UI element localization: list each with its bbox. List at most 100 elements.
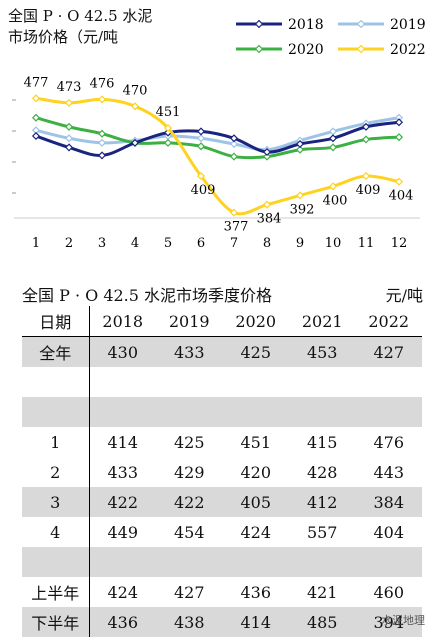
data-label: 409 bbox=[191, 183, 216, 198]
table-cell: 424 bbox=[222, 517, 288, 547]
data-point-2020 bbox=[396, 134, 402, 140]
data-point-2019 bbox=[66, 135, 72, 141]
data-point-2022 bbox=[363, 173, 369, 179]
data-point-2019 bbox=[330, 128, 336, 134]
x-tick-label: 1 bbox=[32, 236, 40, 251]
table-cell: 460 bbox=[355, 577, 422, 607]
data-label: 384 bbox=[257, 212, 282, 227]
table-cell: 425 bbox=[156, 427, 222, 457]
table-cell bbox=[156, 547, 222, 577]
data-point-2020 bbox=[330, 144, 336, 150]
header-year: 2018 bbox=[89, 306, 156, 337]
data-label: 409 bbox=[356, 183, 381, 198]
table-title: 全国 P · O 42.5 水泥市场季度价格 bbox=[22, 282, 272, 306]
header-year: 2019 bbox=[156, 306, 222, 337]
data-label: 470 bbox=[123, 83, 148, 98]
x-tick-label: 11 bbox=[358, 236, 375, 251]
header-date: 日期 bbox=[22, 306, 89, 337]
data-point-2022 bbox=[66, 100, 72, 106]
header-year: 2020 bbox=[222, 306, 288, 337]
data-point-2020 bbox=[66, 124, 72, 130]
row-label: 2 bbox=[22, 457, 89, 487]
row-label: 下半年 bbox=[22, 607, 89, 637]
table-header-row: 日期 2018 2019 2020 2021 2022 bbox=[22, 306, 422, 337]
legend-label: 2018 bbox=[288, 17, 324, 33]
data-label: 377 bbox=[224, 220, 249, 235]
table-cell bbox=[156, 367, 222, 397]
table-cell: 557 bbox=[289, 517, 355, 547]
table-cell: 422 bbox=[156, 487, 222, 517]
data-point-2019 bbox=[198, 135, 204, 141]
table-cell: 429 bbox=[156, 457, 222, 487]
table-cell: 453 bbox=[289, 337, 355, 368]
data-label: 400 bbox=[323, 193, 348, 208]
x-tick-label: 9 bbox=[296, 236, 304, 251]
data-point-2018 bbox=[198, 128, 204, 134]
legend-label: 2022 bbox=[390, 42, 426, 58]
table-cell: 427 bbox=[355, 337, 422, 368]
legend-marker bbox=[256, 46, 263, 53]
table-cell: 438 bbox=[156, 607, 222, 637]
legend-marker bbox=[358, 46, 365, 53]
table-cell bbox=[289, 547, 355, 577]
table-cell bbox=[355, 367, 422, 397]
x-tick-label: 7 bbox=[230, 236, 238, 251]
table-cell: 414 bbox=[222, 607, 288, 637]
data-point-2022 bbox=[33, 95, 39, 101]
table-cell: 404 bbox=[355, 517, 422, 547]
data-point-2020 bbox=[33, 115, 39, 121]
data-point-2019 bbox=[99, 140, 105, 146]
table-cell: 424 bbox=[89, 577, 156, 607]
x-tick-label: 4 bbox=[131, 236, 139, 251]
table-cell bbox=[89, 397, 156, 427]
legend-marker bbox=[358, 21, 365, 28]
table-unit: 元/吨 bbox=[386, 282, 423, 306]
table-row bbox=[22, 397, 422, 427]
row-label: 上半年 bbox=[22, 577, 89, 607]
x-tick-label: 12 bbox=[391, 236, 408, 251]
table-row bbox=[22, 547, 422, 577]
data-point-2020 bbox=[165, 140, 171, 146]
data-label: 477 bbox=[24, 75, 49, 90]
table-cell: 415 bbox=[289, 427, 355, 457]
x-tick-label: 5 bbox=[164, 236, 172, 251]
table-cell: 433 bbox=[156, 337, 222, 368]
x-tick-label: 3 bbox=[98, 236, 106, 251]
table-cell: 443 bbox=[355, 457, 422, 487]
table-cell: 425 bbox=[222, 337, 288, 368]
table-cell bbox=[222, 397, 288, 427]
data-point-2022 bbox=[99, 96, 105, 102]
x-tick-label: 6 bbox=[197, 236, 205, 251]
table-cell: 427 bbox=[156, 577, 222, 607]
table-cell: 420 bbox=[222, 457, 288, 487]
header-year: 2022 bbox=[355, 306, 422, 337]
data-point-2022 bbox=[396, 179, 402, 185]
table-cell bbox=[222, 547, 288, 577]
table-cell bbox=[355, 397, 422, 427]
data-label: 451 bbox=[156, 105, 181, 120]
data-point-2020 bbox=[363, 136, 369, 142]
table-cell: 454 bbox=[156, 517, 222, 547]
table-cell bbox=[222, 367, 288, 397]
table-cell: 430 bbox=[89, 337, 156, 368]
series-line-2020 bbox=[36, 118, 399, 158]
data-label: 404 bbox=[389, 189, 414, 204]
data-point-2020 bbox=[198, 143, 204, 149]
table-row bbox=[22, 367, 422, 397]
x-tick-label: 10 bbox=[325, 236, 342, 251]
data-label: 473 bbox=[57, 80, 82, 95]
table-cell: 436 bbox=[89, 607, 156, 637]
row-label bbox=[22, 547, 89, 577]
table-cell: 412 bbox=[289, 487, 355, 517]
table-cell: 433 bbox=[89, 457, 156, 487]
table-cell: 428 bbox=[289, 457, 355, 487]
data-point-2020 bbox=[99, 131, 105, 137]
table-cell: 384 bbox=[355, 487, 422, 517]
